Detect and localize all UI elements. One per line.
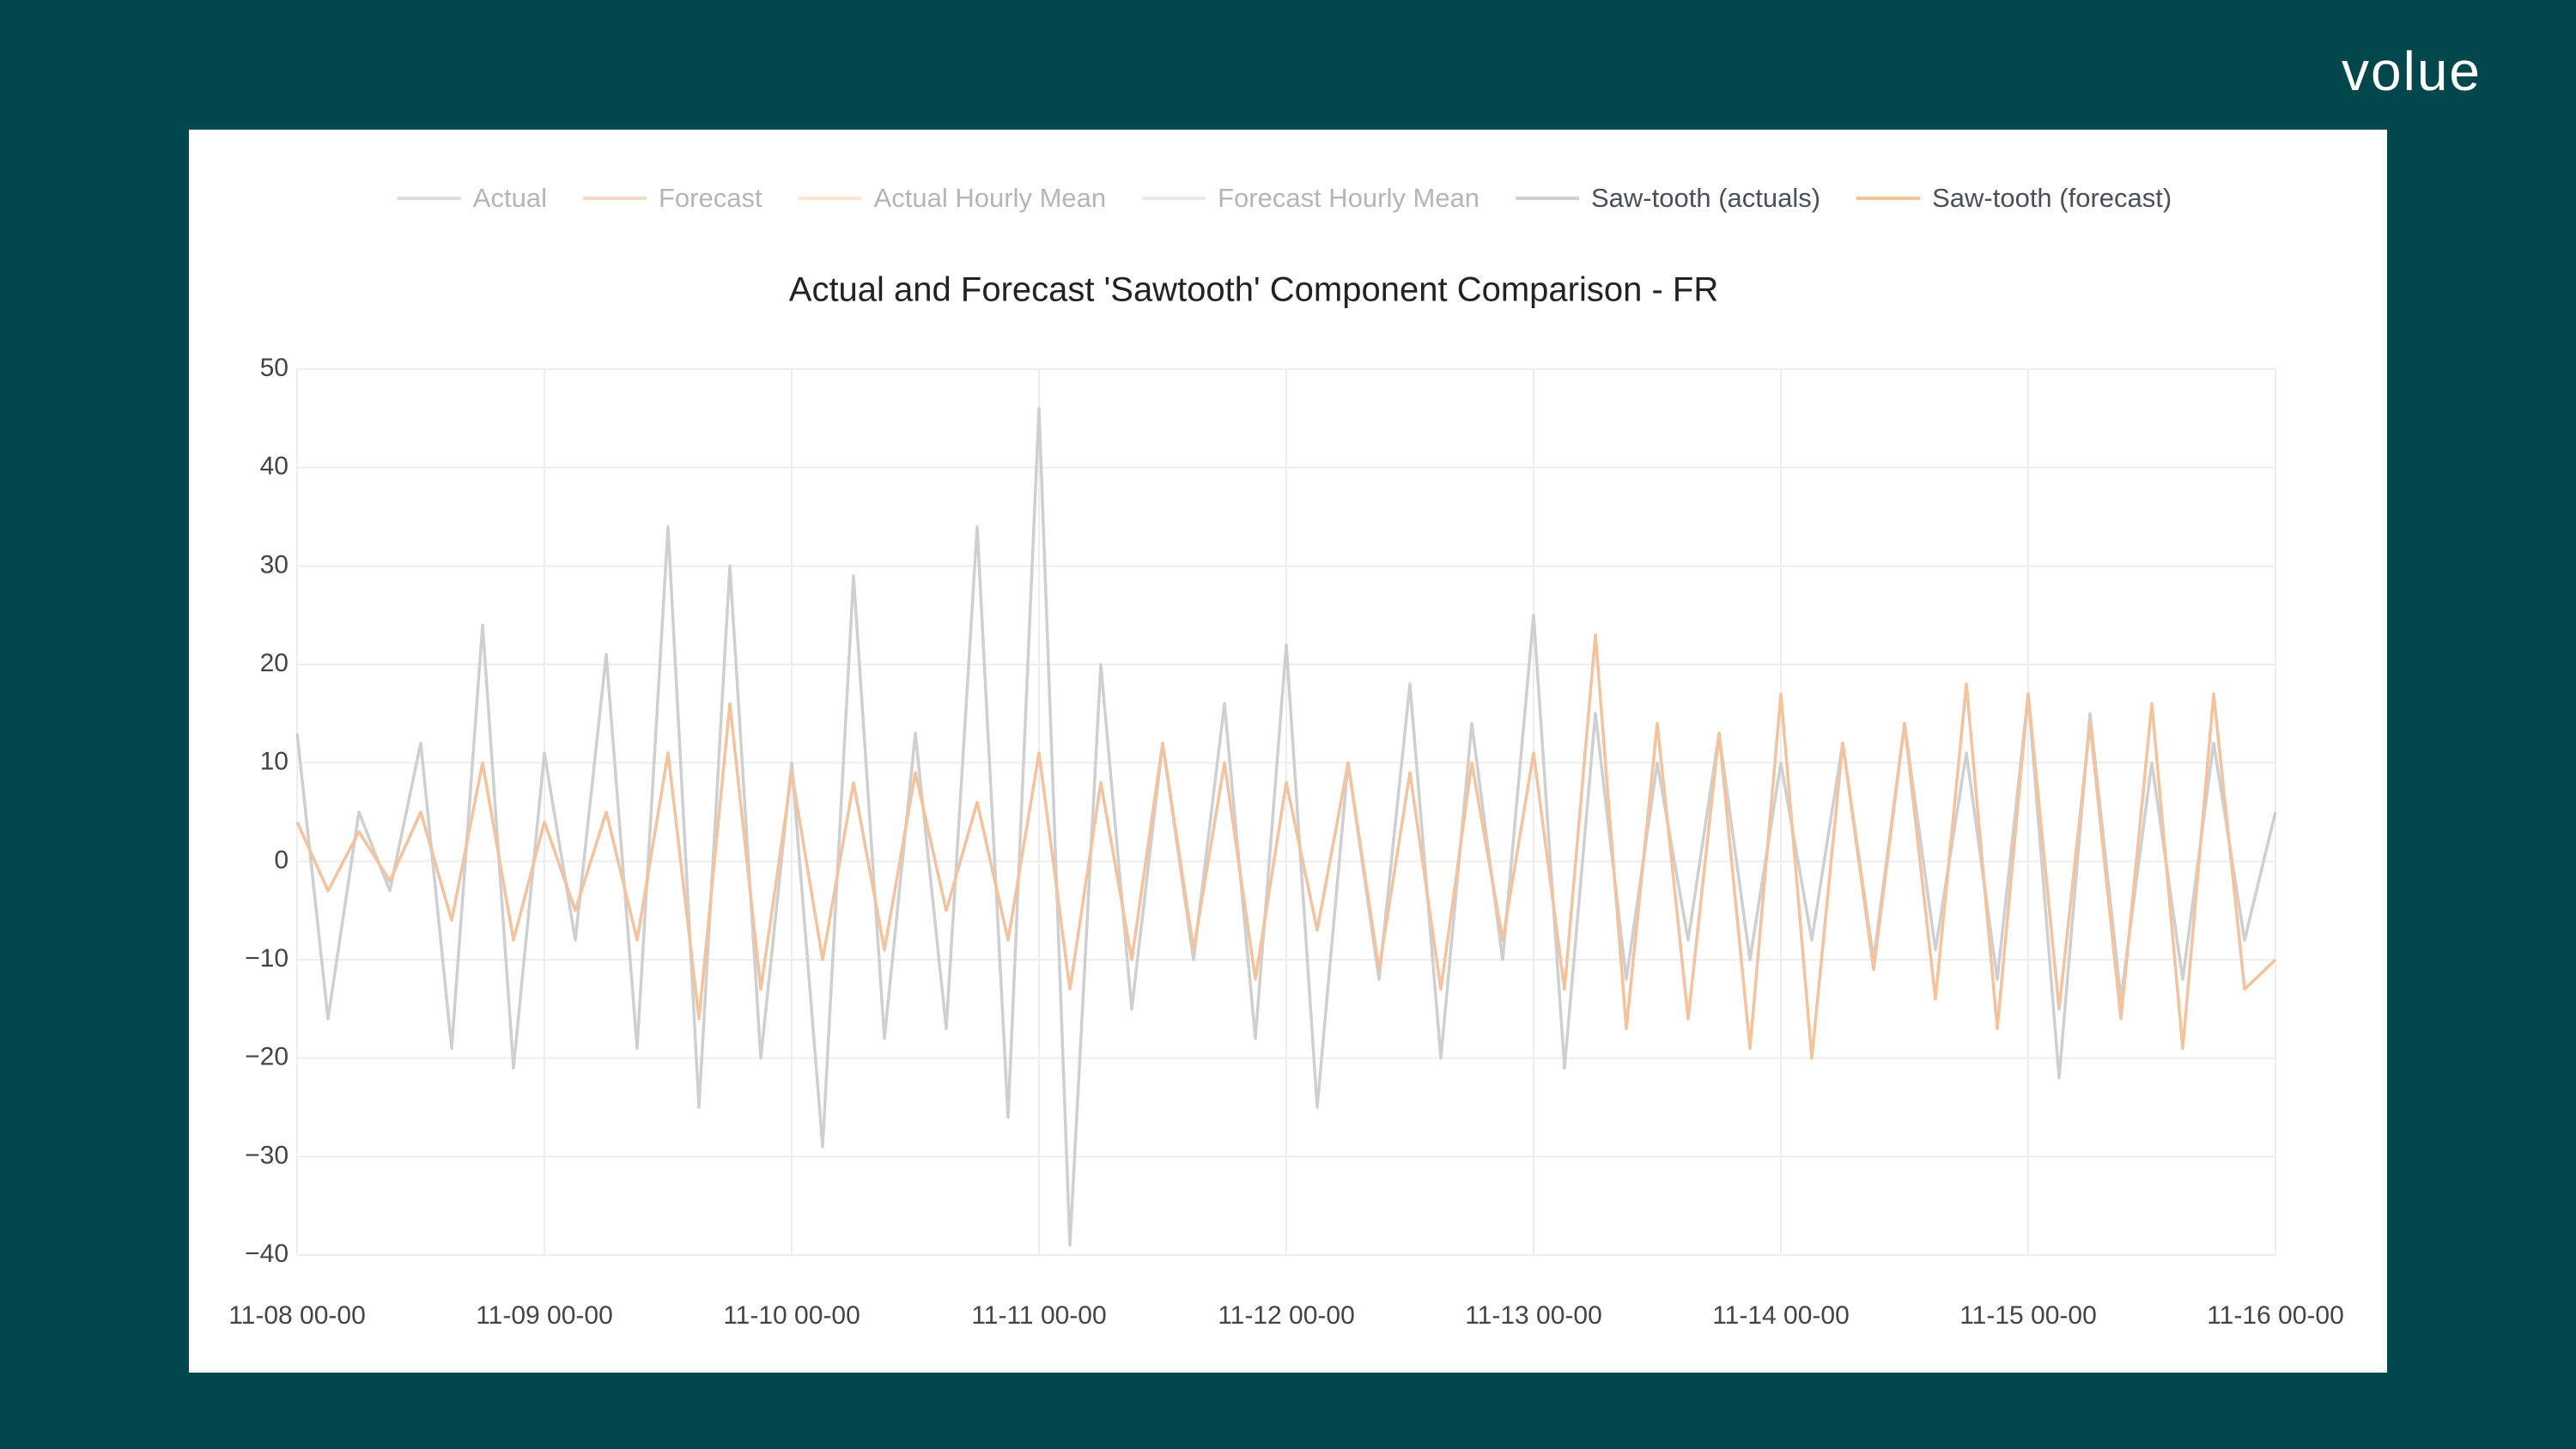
legend-item[interactable]: Actual [397, 183, 547, 213]
y-tick-label: 50 [260, 354, 289, 382]
x-tick-label: 11-08 00-00 [228, 1301, 366, 1330]
chart-panel [189, 130, 2387, 1373]
y-tick-label: −10 [245, 944, 289, 973]
y-tick-label: 10 [260, 748, 289, 776]
grid [296, 368, 2276, 1256]
series-line [295, 633, 2277, 1060]
legend-item[interactable]: Saw-tooth (forecast) [1856, 183, 2172, 213]
legend-item[interactable]: Forecast [583, 183, 762, 213]
y-tick-label: 40 [260, 452, 289, 481]
legend-label: Saw-tooth (forecast) [1932, 183, 2172, 213]
legend-item[interactable]: Forecast Hourly Mean [1142, 183, 1479, 213]
legend-label: Actual Hourly Mean [874, 183, 1107, 213]
y-tick-label: −30 [245, 1141, 289, 1169]
x-tick-label: 11-15 00-00 [1959, 1301, 2097, 1330]
logo: volue [2342, 40, 2482, 102]
legend-item[interactable]: Actual Hourly Mean [798, 183, 1107, 213]
legend-label: Saw-tooth (actuals) [1591, 183, 1820, 213]
x-tick-label: 11-14 00-00 [1712, 1301, 1850, 1330]
legend-label: Forecast Hourly Mean [1218, 183, 1479, 213]
y-tick-label: 0 [274, 846, 289, 874]
x-tick-label: 11-13 00-00 [1465, 1301, 1602, 1330]
legend-label: Actual [473, 183, 547, 213]
x-tick-label: 11-11 00-00 [971, 1301, 1106, 1330]
y-tick-label: −40 [245, 1240, 289, 1268]
chart-title: Actual and Forecast 'Sawtooth' Component… [789, 271, 1718, 309]
y-tick-label: −20 [245, 1043, 289, 1071]
legend-item[interactable]: Saw-tooth (actuals) [1516, 183, 1820, 213]
legend-label: Forecast [659, 183, 762, 213]
y-tick-label: 20 [260, 649, 289, 677]
y-tick-label: 30 [260, 550, 289, 579]
x-tick-label: 11-16 00-00 [2207, 1301, 2344, 1330]
x-tick-label: 11-12 00-00 [1218, 1301, 1355, 1330]
x-tick-label: 11-09 00-00 [476, 1301, 613, 1330]
x-tick-label: 11-10 00-00 [723, 1301, 860, 1330]
legend: Actual Forecast Actual Hourly Mean Forecast… [397, 183, 2172, 213]
